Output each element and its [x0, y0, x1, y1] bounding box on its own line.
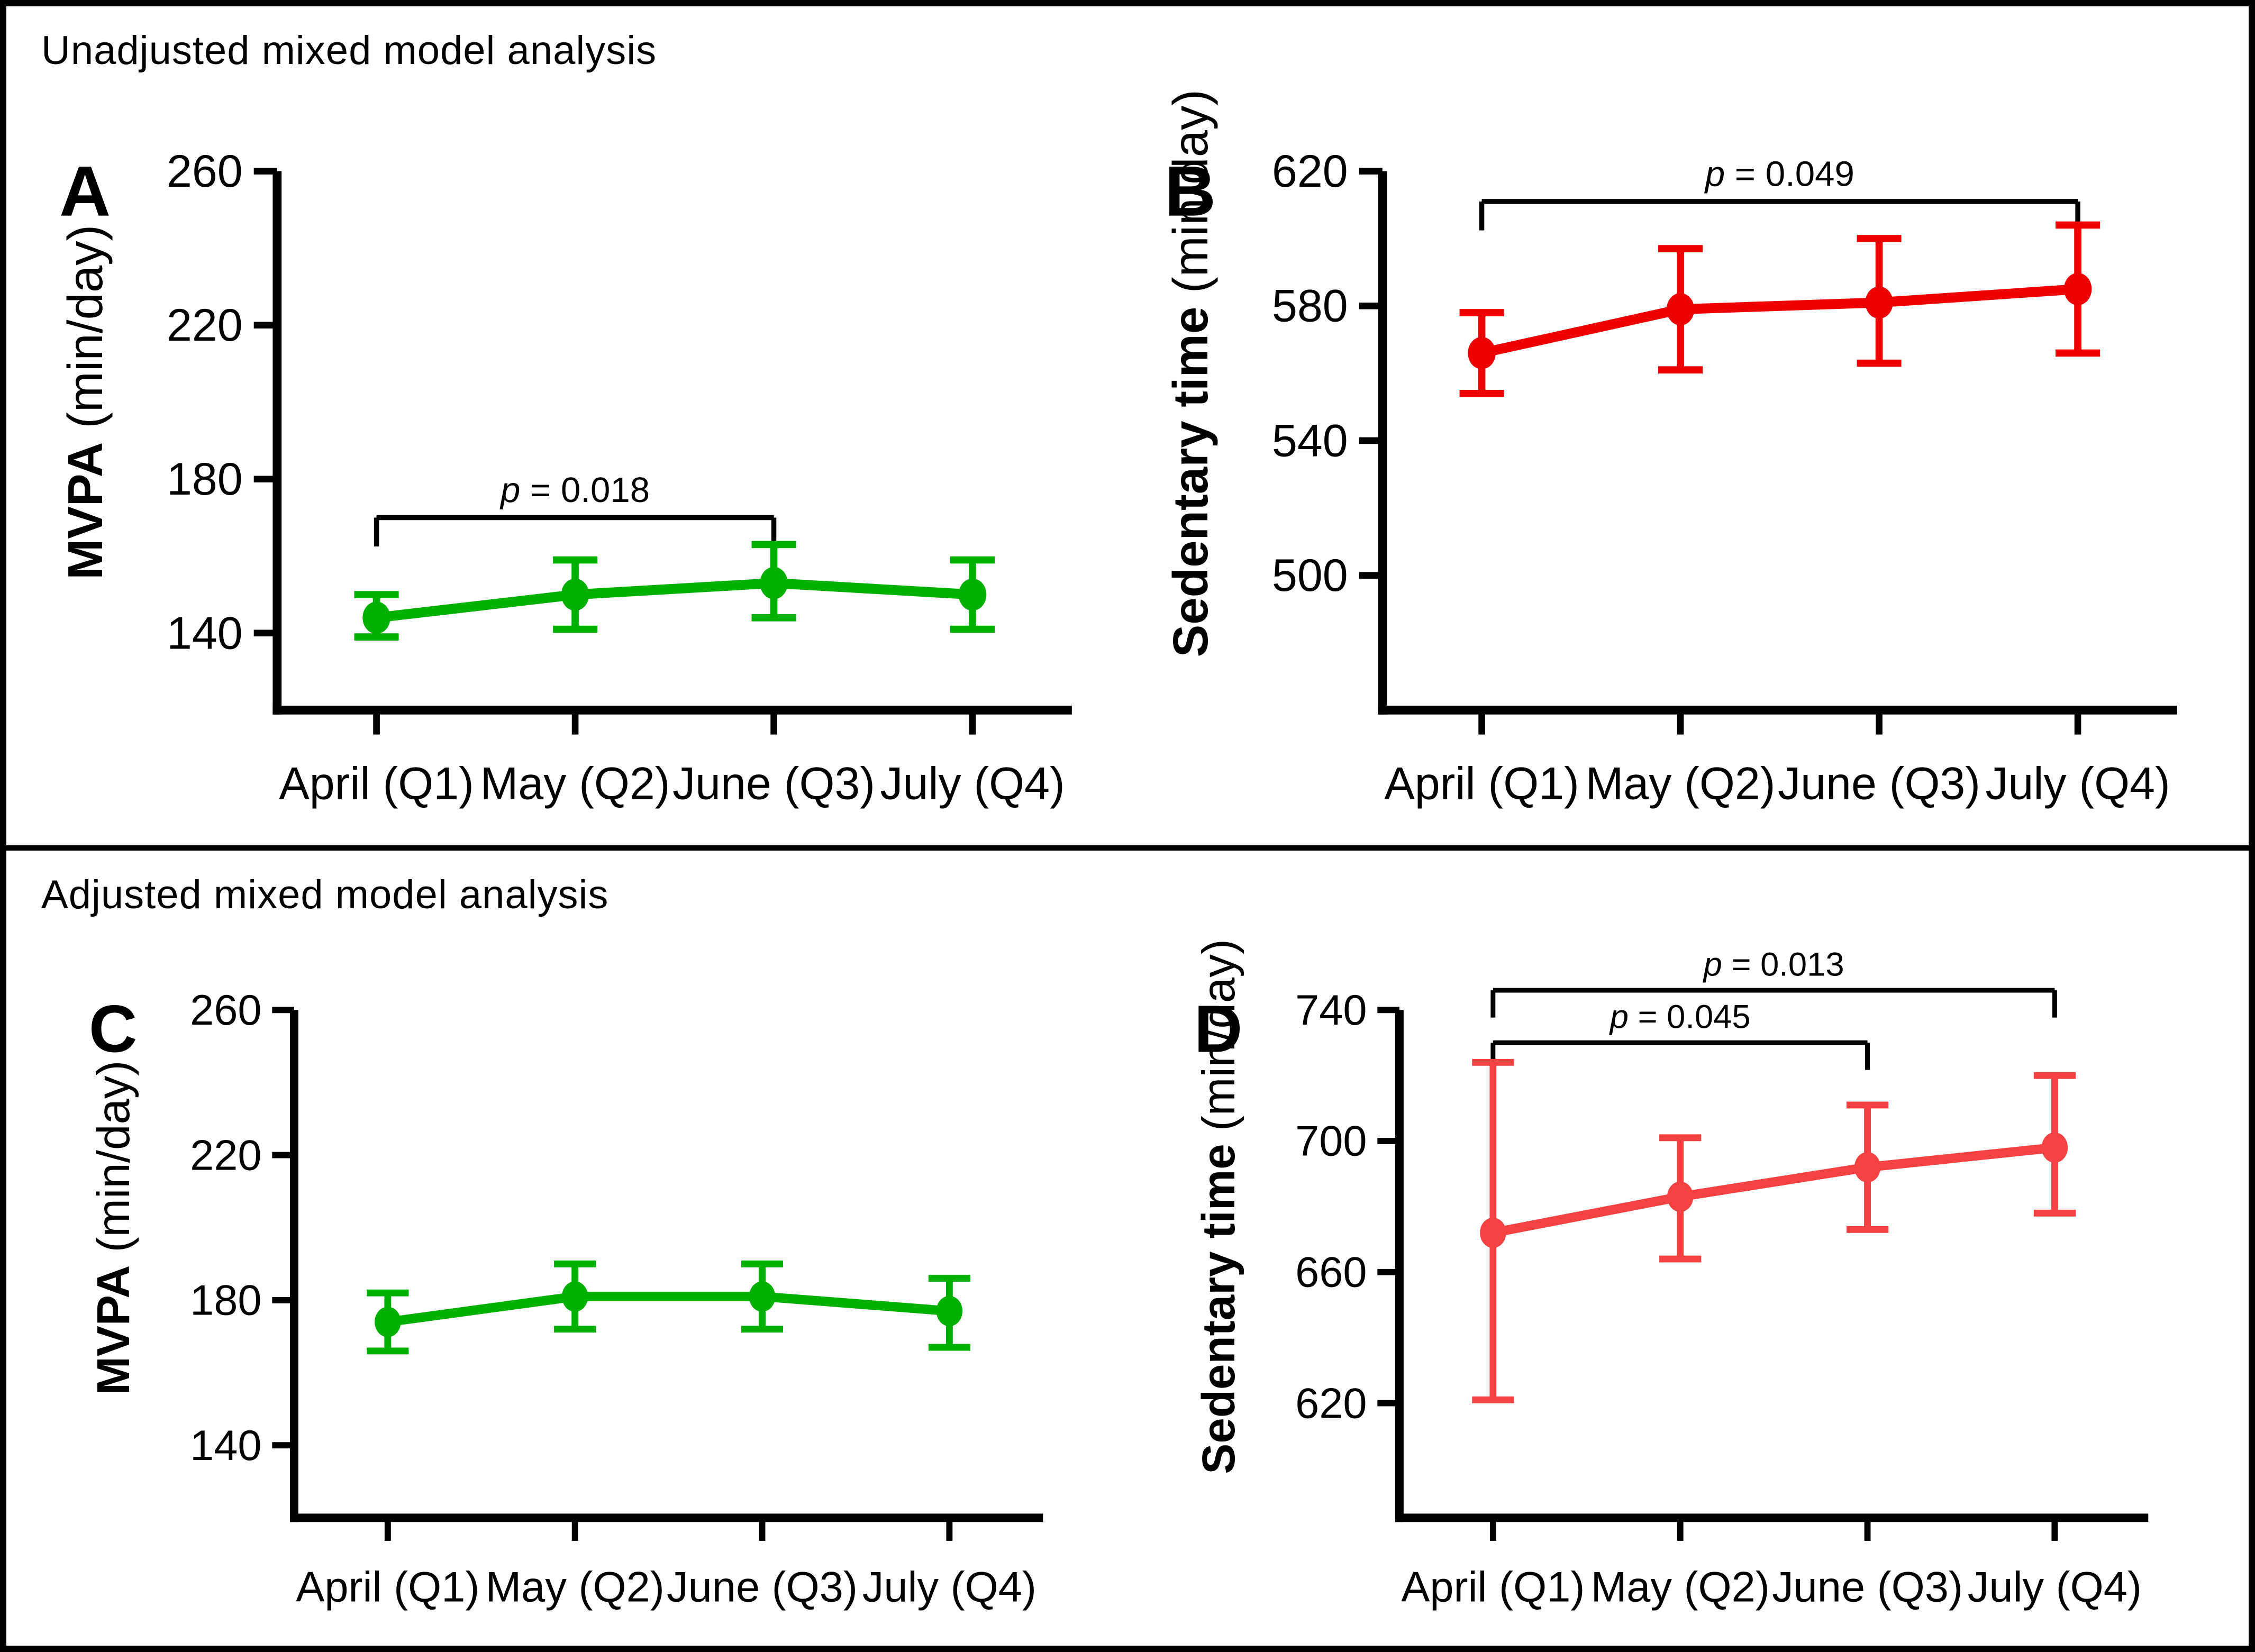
data-point	[2063, 272, 2092, 305]
data-point	[362, 601, 390, 634]
panel-letter: D	[1194, 991, 1243, 1066]
data-point	[1666, 293, 1695, 326]
section-title-adjusted: Adjusted mixed model analysis	[41, 872, 609, 917]
x-tick-label: April (Q1)	[1401, 1564, 1585, 1611]
y-tick-label: 700	[1295, 1118, 1367, 1165]
data-point	[561, 578, 589, 611]
x-tick-label: June (Q3)	[667, 1564, 858, 1611]
data-point	[2041, 1132, 2068, 1163]
section-title-unadjusted: Unadjusted mixed model analysis	[41, 28, 657, 73]
y-axis-title: Sedentary time (min/day)	[1163, 89, 1218, 657]
series-line	[371, 578, 978, 623]
y-tick-label: 140	[190, 1422, 261, 1470]
panels-row-bottom: 140 180 220 260 April (Q1) May (Q2) June (Q3) J…	[6, 918, 2249, 1646]
x-tick-label: July (Q4)	[862, 1564, 1036, 1611]
x-tick-label: May (Q2)	[1591, 1564, 1770, 1611]
y-tick-label: 620	[1272, 146, 1348, 197]
data-point	[749, 1281, 776, 1312]
panel-d: 620 660 700 740 April (Q1) May (Q2) June (Q3) J…	[1124, 921, 2230, 1638]
chart-c-mvpa-adjusted: 140 180 220 260 April (Q1) May (Q2) June (Q3) J…	[88, 987, 1043, 1611]
data-point	[561, 1281, 588, 1312]
y-axis-title: Sedentary time (min/day)	[1193, 939, 1244, 1474]
y-tick-label: 260	[167, 146, 243, 197]
panel-letter: A	[59, 152, 111, 231]
y-tick-label: 500	[1272, 550, 1348, 601]
data-point	[760, 567, 788, 599]
y-tick-label: 180	[190, 1277, 261, 1325]
section-adjusted: Adjusted mixed model analysis 140 180 220 2…	[6, 851, 2249, 1646]
x-tick-label: July (Q4)	[1968, 1564, 2142, 1611]
data-point	[1854, 1152, 1881, 1183]
y-tick-label: 660	[1295, 1248, 1367, 1296]
series-line	[1488, 1143, 2060, 1238]
p-value-label: p = 0.045	[1609, 998, 1751, 1035]
x-tick-label: June (Q3)	[1772, 1564, 1963, 1611]
y-tick-label: 220	[190, 1131, 261, 1179]
data-point	[1468, 336, 1496, 369]
y-tick-label: 220	[167, 300, 243, 351]
x-tick-label: May (Q2)	[1586, 758, 1776, 809]
x-tick-label: July (Q4)	[880, 758, 1065, 809]
panel-letter: C	[89, 991, 137, 1066]
p-value-label: p = 0.049	[1704, 154, 1854, 194]
panel-letter: B	[1165, 152, 1216, 231]
x-tick-label: July (Q4)	[1985, 758, 2170, 809]
y-tick-label: 540	[1272, 415, 1348, 466]
x-tick-label: April (Q1)	[296, 1564, 479, 1611]
x-tick-label: May (Q2)	[486, 1564, 665, 1611]
x-tick-label: April (Q1)	[1384, 758, 1579, 809]
data-point	[958, 578, 987, 611]
data-point	[375, 1307, 401, 1337]
panel-b: 500 540 580 620 April (Q1) May (Q2) June (Q3) J…	[1124, 77, 2230, 838]
p-value-label: p = 0.018	[499, 470, 650, 510]
data-point	[1667, 1181, 1694, 1212]
x-tick-label: May (Q2)	[480, 758, 670, 809]
panel-c: 140 180 220 260 April (Q1) May (Q2) June (Q3) J…	[19, 921, 1124, 1638]
data-point	[1480, 1217, 1506, 1248]
data-point	[936, 1295, 963, 1327]
series-line	[383, 1292, 954, 1327]
y-axis-title: MVPA (min/day)	[88, 1061, 139, 1395]
x-tick-label: June (Q3)	[672, 758, 875, 809]
chart-a-mvpa-unadjusted: 140 180 220 260 April (Q1) May (Q2) June (Q3) J…	[58, 146, 1072, 809]
series-line	[1477, 284, 2083, 358]
data-point	[1865, 286, 1893, 319]
x-tick-label: April (Q1)	[279, 758, 474, 809]
y-tick-label: 180	[167, 454, 243, 505]
y-tick-label: 740	[1295, 987, 1367, 1034]
x-tick-label: June (Q3)	[1778, 758, 1980, 809]
y-tick-label: 140	[167, 608, 243, 659]
section-unadjusted: Unadjusted mixed model analysis 140 180 22…	[6, 6, 2249, 851]
y-tick-label: 620	[1295, 1380, 1367, 1427]
panel-a: 140 180 220 260 April (Q1) May (Q2) June (Q3) J…	[19, 77, 1124, 838]
y-axis-title: MVPA (min/day)	[58, 225, 113, 580]
p-value-label: p = 0.013	[1703, 946, 1844, 983]
y-tick-label: 580	[1272, 281, 1348, 332]
chart-d-sedentary-adjusted: 620 660 700 740 April (Q1) May (Q2) June (Q3) J…	[1193, 939, 2149, 1611]
panels-row-top: 140 180 220 260 April (Q1) May (Q2) June (Q3) J…	[6, 74, 2249, 845]
y-tick-label: 260	[190, 987, 261, 1034]
chart-b-sedentary-unadjusted: 500 540 580 620 April (Q1) May (Q2) June (Q3) J…	[1163, 89, 2177, 809]
